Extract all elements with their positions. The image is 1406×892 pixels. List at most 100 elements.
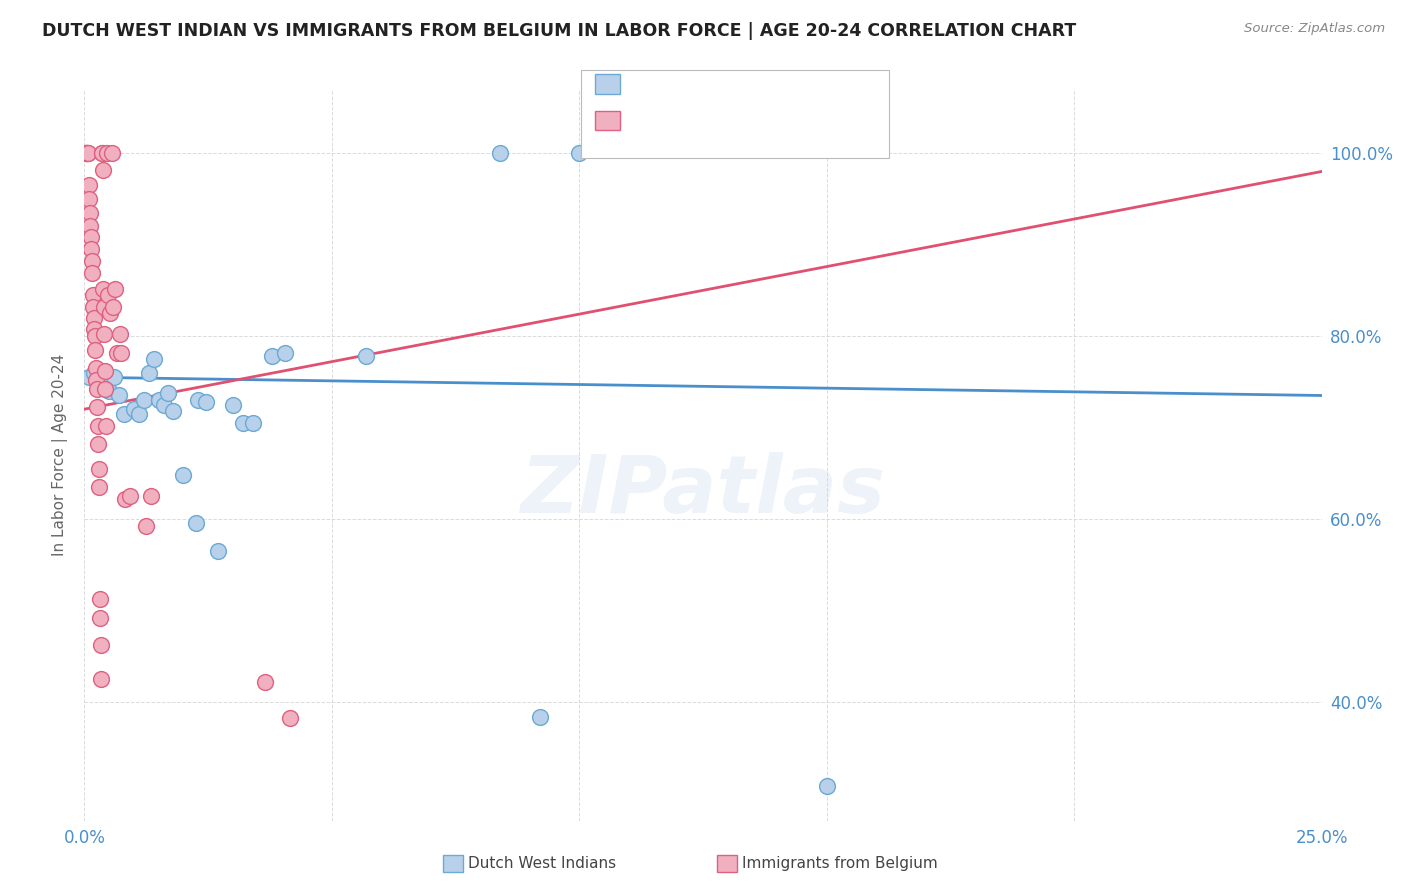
Text: Source: ZipAtlas.com: Source: ZipAtlas.com (1244, 22, 1385, 36)
Point (242, 416, 264, 430)
Point (86, 382, 108, 396)
Point (80, 230, 103, 244)
Point (76, 146, 98, 161)
Point (104, 281, 127, 295)
Point (77, 146, 100, 161)
Point (75, 146, 97, 161)
Point (93, 327, 115, 342)
Point (82, 266, 104, 280)
Point (79, 205, 101, 219)
Text: -0.035: -0.035 (675, 80, 733, 95)
Point (79, 370, 101, 384)
Text: N =: N = (742, 80, 779, 95)
Text: 0.235: 0.235 (675, 117, 725, 132)
Text: Dutch West Indians: Dutch West Indians (468, 856, 616, 871)
Point (93, 379, 115, 393)
Point (222, 398, 245, 412)
Point (83, 329, 105, 343)
Point (89, 592, 111, 607)
Point (90, 672, 112, 686)
Point (75, 146, 97, 161)
Point (87, 437, 110, 451)
Point (262, 349, 284, 363)
Point (187, 392, 209, 407)
Point (207, 544, 229, 558)
Point (162, 404, 184, 418)
Point (194, 395, 217, 409)
Point (94, 418, 117, 433)
Point (82, 288, 104, 302)
Point (253, 674, 276, 689)
Text: DUTCH WEST INDIAN VS IMMIGRANTS FROM BELGIUM IN LABOR FORCE | AGE 20-24 CORRELAT: DUTCH WEST INDIAN VS IMMIGRANTS FROM BEL… (42, 22, 1077, 40)
Point (87, 461, 110, 475)
Point (84, 343, 107, 357)
Point (135, 519, 157, 533)
Point (128, 407, 150, 421)
Text: R =: R = (630, 117, 669, 132)
Point (568, 146, 591, 161)
Point (105, 345, 128, 359)
Point (91, 281, 114, 295)
Point (489, 146, 512, 161)
Point (108, 388, 131, 402)
Point (87, 418, 110, 433)
Point (815, 779, 838, 793)
Y-axis label: In Labor Force | Age 20-24: In Labor Force | Age 20-24 (52, 354, 67, 556)
Text: ZIPatlas: ZIPatlas (520, 452, 886, 531)
Point (84, 373, 107, 387)
Point (232, 416, 254, 430)
Point (356, 349, 378, 363)
Point (122, 402, 145, 417)
Point (91, 162, 114, 177)
Point (141, 489, 163, 503)
Point (94, 382, 117, 396)
Point (138, 366, 160, 380)
Point (98, 384, 121, 398)
Point (97, 288, 120, 302)
Point (90, 638, 112, 652)
Point (79, 219, 101, 234)
Point (112, 407, 135, 421)
Point (83, 322, 105, 336)
Point (83, 366, 105, 380)
Point (132, 392, 155, 407)
Point (103, 370, 125, 384)
Point (84, 361, 107, 376)
Point (278, 711, 301, 725)
Text: 31: 31 (785, 80, 807, 95)
Point (77, 178, 100, 193)
Point (118, 489, 141, 503)
Point (91, 146, 114, 161)
Point (274, 345, 297, 359)
Point (101, 300, 124, 314)
Point (89, 610, 111, 624)
Point (89, 480, 111, 494)
Text: R =: R = (630, 80, 665, 95)
Point (79, 192, 101, 206)
Text: Immigrants from Belgium: Immigrants from Belgium (742, 856, 938, 871)
Point (110, 345, 132, 359)
Point (93, 300, 115, 314)
Point (148, 392, 170, 407)
Text: 58: 58 (785, 117, 807, 132)
Point (529, 710, 551, 724)
Point (75, 146, 97, 161)
Point (172, 468, 194, 483)
Point (100, 146, 122, 161)
Point (93, 364, 115, 378)
Point (90, 146, 112, 161)
Point (89, 375, 111, 389)
Point (82, 300, 104, 314)
Point (114, 491, 136, 506)
Point (152, 398, 174, 412)
Point (80, 242, 103, 256)
Point (142, 351, 165, 366)
Text: N =: N = (742, 117, 779, 132)
Point (96, 146, 118, 161)
Point (184, 516, 207, 531)
Point (83, 310, 105, 325)
Point (76, 146, 98, 161)
Point (76, 146, 98, 161)
Point (86, 401, 108, 415)
Point (98, 306, 121, 320)
